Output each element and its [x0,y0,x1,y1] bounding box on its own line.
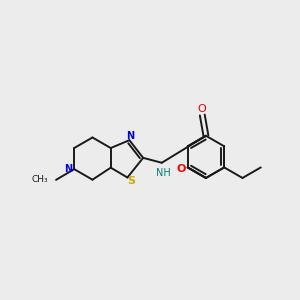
Text: N: N [126,131,134,141]
Text: N: N [64,164,72,174]
Text: NH: NH [156,168,171,178]
Text: O: O [197,104,206,114]
Text: O: O [176,164,185,174]
Text: S: S [128,176,135,186]
Text: CH₃: CH₃ [32,176,48,184]
